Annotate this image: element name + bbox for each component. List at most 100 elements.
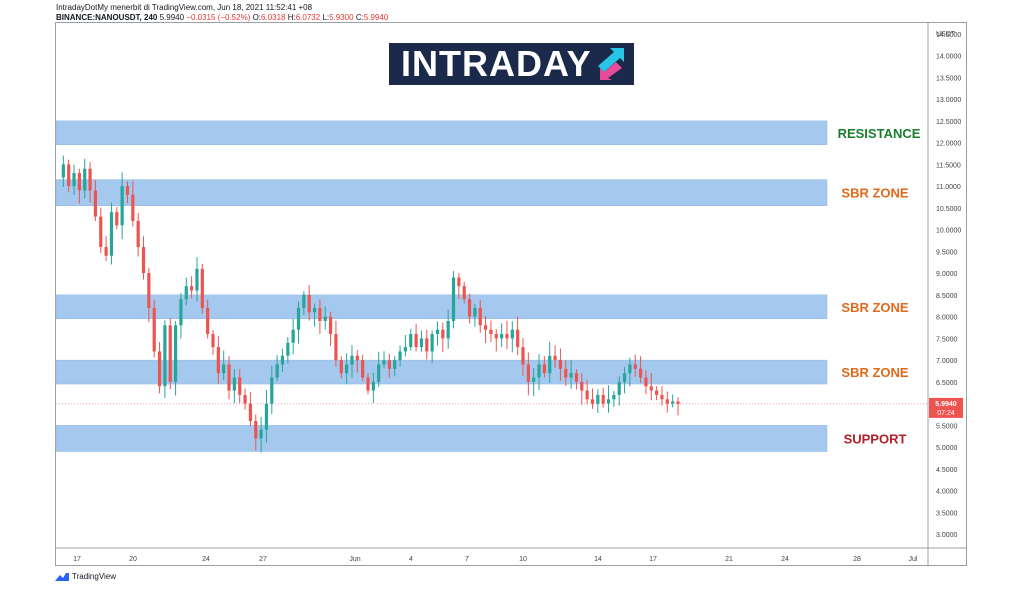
y-tick-label: 14.5000	[936, 32, 961, 39]
open-label: O:	[252, 13, 262, 22]
x-tick-label: 28	[853, 556, 861, 563]
candle-body	[601, 394, 605, 404]
candle-body	[141, 247, 146, 274]
tradingview-footer: TradingView	[55, 572, 116, 581]
candle-body	[216, 347, 220, 374]
candle-body	[393, 360, 397, 369]
zone-band-3	[55, 294, 828, 320]
candle-body	[163, 325, 167, 387]
candle-body	[328, 316, 333, 335]
candle-body	[660, 394, 664, 400]
candle-body	[505, 334, 509, 339]
candle-body	[307, 294, 311, 313]
zone-band-1	[55, 120, 828, 146]
candle-body	[435, 329, 440, 335]
candle-body	[564, 368, 568, 378]
candle-body	[569, 373, 573, 378]
candle-body	[355, 355, 359, 361]
current-price-tag-countdown: 07:24	[937, 410, 955, 417]
candle-body	[248, 403, 253, 422]
zone-label-2: SBR ZONE	[841, 186, 909, 201]
candle-body	[238, 377, 242, 395]
candle-body	[157, 351, 162, 387]
candle-body	[596, 394, 600, 404]
symbol-label: BINANCE:NANOUSDT, 240	[56, 13, 158, 22]
candle-body	[655, 390, 659, 395]
x-tick-label: 4	[409, 556, 413, 563]
candle-body	[633, 364, 637, 369]
candle-body	[280, 355, 285, 365]
candle-body	[173, 325, 178, 382]
candle-body	[88, 168, 92, 191]
high-label: H:	[287, 13, 296, 22]
y-tick-label: 7.5000	[936, 336, 958, 343]
candle-body	[425, 338, 429, 352]
candle-body	[179, 299, 183, 326]
candle-body	[361, 360, 365, 378]
candle-body	[168, 325, 172, 382]
y-tick-label: 5.0000	[936, 445, 958, 452]
candle-body	[548, 355, 552, 374]
candle-body	[83, 168, 87, 191]
chart-frame	[55, 22, 967, 566]
candle-body	[473, 307, 477, 317]
y-tick-label: 12.5000	[936, 119, 961, 126]
zone-label-3: SBR ZONE	[841, 300, 909, 315]
candle-body	[318, 307, 322, 321]
candle-body	[211, 334, 215, 348]
chart-publisher-line: IntradayDotMy menerbit di TradingView.co…	[56, 3, 313, 12]
candle-body	[147, 273, 151, 308]
candle-body	[77, 173, 81, 191]
close-label: C:	[355, 13, 364, 22]
candle-body	[195, 268, 199, 291]
candle-body	[398, 351, 402, 361]
candle-body	[441, 329, 445, 339]
y-tick-label: 4.5000	[936, 467, 958, 474]
logo-arrows-icon	[597, 48, 624, 80]
candle-body	[371, 381, 375, 391]
y-tick-label: 11.0000	[936, 184, 961, 191]
candle-body	[580, 381, 584, 391]
candle-body	[414, 334, 418, 348]
candle-body	[291, 329, 295, 343]
candle-body	[296, 307, 301, 330]
candle-body	[521, 347, 525, 365]
x-tick-label: 27	[259, 556, 267, 563]
logo-text: INTRADAY	[401, 43, 592, 84]
candle-body	[93, 190, 98, 217]
x-tick-label: 10	[519, 556, 527, 563]
x-tick-label: Jul	[909, 556, 918, 563]
candle-body	[115, 212, 119, 226]
candle-body	[264, 403, 269, 430]
candle-body	[99, 216, 103, 248]
candle-body	[323, 316, 327, 321]
low-value: 5.9300	[329, 13, 354, 22]
y-tick-label: 13.0000	[936, 97, 961, 104]
candle-body	[200, 268, 204, 308]
candle-body	[590, 399, 595, 404]
zone-band-5	[55, 425, 828, 452]
candle-body	[72, 173, 76, 187]
candle-body	[585, 390, 589, 400]
current-price-tag	[929, 397, 963, 418]
x-tick-label: 24	[202, 556, 210, 563]
intraday-logo: INTRADAY	[389, 43, 634, 85]
candle-body	[638, 368, 643, 378]
tradingview-logo-icon	[55, 572, 69, 581]
x-tick-label: 24	[781, 556, 789, 563]
x-tick-label: Jun	[349, 556, 360, 563]
candle-body	[125, 186, 130, 195]
candle-body	[232, 377, 236, 391]
candle-body	[312, 307, 317, 313]
candle-body	[345, 364, 349, 374]
candle-body	[489, 329, 493, 335]
zone-label-5: SUPPORT	[844, 431, 907, 446]
candle-body	[403, 347, 408, 352]
candle-body	[446, 320, 450, 339]
candle-body	[574, 373, 579, 382]
zone-label-4: SBR ZONE	[841, 365, 909, 380]
candle-body	[377, 364, 381, 382]
y-unit-label: USDT	[936, 31, 956, 38]
candle-body	[612, 394, 616, 400]
